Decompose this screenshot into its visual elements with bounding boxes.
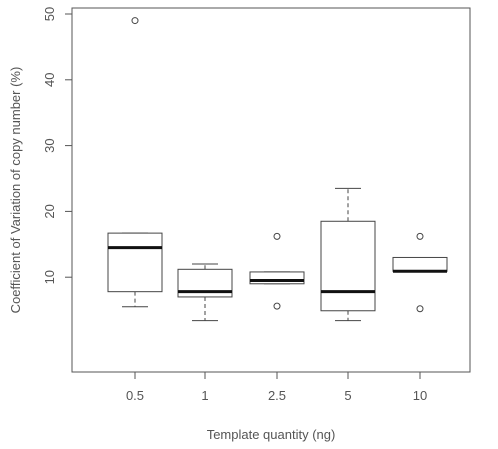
y-axis-title: Coefficient of Variation of copy number … xyxy=(8,67,23,314)
outlier-point xyxy=(416,232,424,240)
y-axis: 10 20 30 40 50 xyxy=(42,7,72,284)
box-series xyxy=(107,17,448,322)
box-5 xyxy=(320,187,376,322)
plot-frame xyxy=(71,7,471,373)
iqr-box xyxy=(249,271,305,285)
outlier-point xyxy=(131,17,139,25)
y-tick-label: 10 xyxy=(42,270,57,284)
x-tick-label: 10 xyxy=(413,388,427,403)
box-10 xyxy=(392,232,448,313)
iqr-box xyxy=(392,256,448,272)
x-tick-label: 1 xyxy=(201,388,208,403)
x-axis-title: Template quantity (ng) xyxy=(207,427,336,442)
iqr-box xyxy=(320,220,376,312)
box-2.5 xyxy=(249,232,305,310)
outlier-point xyxy=(273,302,281,310)
box-0.5 xyxy=(107,17,163,308)
iqr-box xyxy=(107,232,163,293)
outlier-point xyxy=(416,305,424,313)
y-tick-label: 20 xyxy=(42,204,57,218)
y-tick-label: 30 xyxy=(42,138,57,152)
y-tick-label: 40 xyxy=(42,73,57,87)
x-tick-label: 2.5 xyxy=(268,388,286,403)
x-tick-label: 5 xyxy=(344,388,351,403)
y-tick-label: 50 xyxy=(42,7,57,21)
outlier-point xyxy=(273,232,281,240)
x-tick-label: 0.5 xyxy=(126,388,144,403)
box-1 xyxy=(177,263,233,322)
x-axis: 0.5 1 2.5 5 10 xyxy=(126,372,427,403)
